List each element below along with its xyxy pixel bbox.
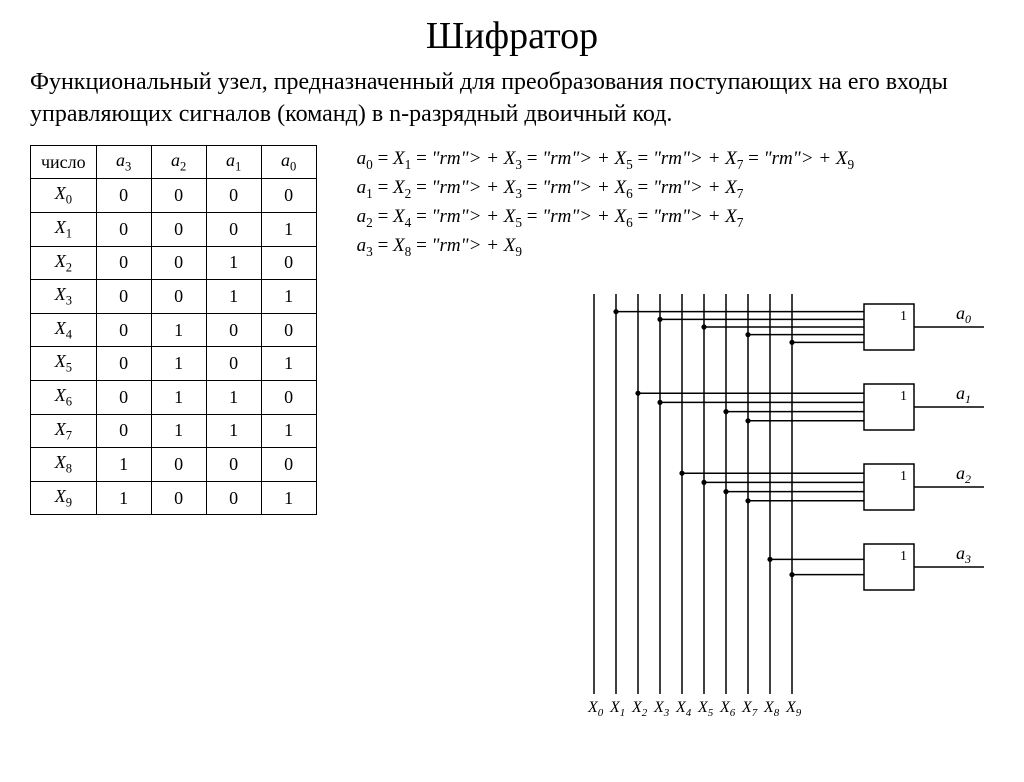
table-cell: 0 [96,347,151,381]
table-cell: 0 [151,481,206,515]
table-row: X60110 [31,380,317,414]
svg-text:a1: a1 [956,383,971,406]
equations-block: a0 = X1 = "rm"> + X3 = "rm"> + X5 = "rm"… [357,145,854,261]
table-cell: 0 [206,212,261,246]
table-row: X50101 [31,347,317,381]
equation: a0 = X1 = "rm"> + X3 = "rm"> + X5 = "rm"… [357,145,854,174]
table-cell: 1 [261,212,316,246]
table-cell: 0 [96,380,151,414]
table-cell: 0 [151,246,206,280]
table-cell: 1 [151,380,206,414]
table-cell: 1 [96,481,151,515]
table-cell: 0 [151,212,206,246]
table-cell: 0 [151,280,206,314]
svg-text:1: 1 [900,469,907,484]
table-cell: 1 [261,280,316,314]
table-cell: 0 [261,448,316,482]
table-cell: 0 [206,347,261,381]
table-header-col: a0 [261,145,316,179]
table-cell: 1 [261,347,316,381]
row-label: X2 [31,246,97,280]
row-label: X0 [31,179,97,213]
row-label: X8 [31,448,97,482]
table-cell: 0 [261,179,316,213]
svg-text:X2: X2 [631,699,648,719]
svg-text:a2: a2 [956,463,971,486]
table-cell: 0 [96,414,151,448]
table-cell: 0 [261,380,316,414]
svg-text:X5: X5 [697,699,714,719]
row-label: X1 [31,212,97,246]
svg-text:X4: X4 [675,699,692,719]
table-cell: 0 [96,212,151,246]
table-cell: 1 [206,280,261,314]
table-cell: 1 [151,313,206,347]
svg-text:X8: X8 [763,699,780,719]
svg-text:1: 1 [900,309,907,324]
table-cell: 1 [206,246,261,280]
row-label: X9 [31,481,97,515]
table-cell: 1 [151,347,206,381]
svg-text:X7: X7 [741,699,758,719]
equation: a1 = X2 = "rm"> + X3 = "rm"> + X6 = "rm"… [357,174,854,203]
table-cell: 1 [151,414,206,448]
row-label: X4 [31,313,97,347]
circuit-diagram: X0X1 X2X3X4X5X6X7X8X9 1 a0 1 a1 1 a2 1 a3 [574,274,1004,739]
table-cell: 0 [96,280,151,314]
row-label: X7 [31,414,97,448]
row-label: X5 [31,347,97,381]
row-label: X6 [31,380,97,414]
table-cell: 0 [96,179,151,213]
table-cell: 0 [261,246,316,280]
svg-text:X6: X6 [719,699,736,719]
table-cell: 0 [151,179,206,213]
table-row: X10001 [31,212,317,246]
table-cell: 1 [261,481,316,515]
table-cell: 0 [206,448,261,482]
equation: a2 = X4 = "rm"> + X5 = "rm"> + X6 = "rm"… [357,203,854,232]
table-cell: 0 [96,246,151,280]
table-row: X70111 [31,414,317,448]
table-header-col: a3 [96,145,151,179]
table-row: X81000 [31,448,317,482]
truth-table: числоa3a2a1a0 X00000X10001X20010X30011X4… [30,145,317,516]
table-row: X91001 [31,481,317,515]
equation: a3 = X8 = "rm"> + X9 [357,232,854,261]
svg-text:1: 1 [900,549,907,564]
svg-text:X9: X9 [785,699,802,719]
description-text: Функциональный узел, предназначенный для… [30,66,994,131]
svg-text:1: 1 [900,389,907,404]
table-cell: 1 [261,414,316,448]
table-cell: 0 [151,448,206,482]
table-row: X20010 [31,246,317,280]
table-cell: 0 [206,179,261,213]
table-cell: 0 [206,313,261,347]
svg-text:a0: a0 [956,303,971,326]
svg-text:X1: X1 [609,699,625,719]
table-row: X30011 [31,280,317,314]
table-header-col: a1 [206,145,261,179]
page-title: Шифратор [0,14,1024,58]
table-header-col: a2 [151,145,206,179]
table-cell: 0 [96,313,151,347]
table-header-label: число [31,145,97,179]
table-cell: 0 [206,481,261,515]
table-cell: 1 [96,448,151,482]
svg-text:a3: a3 [956,543,971,566]
svg-text:X0: X0 [587,699,604,719]
table-cell: 0 [261,313,316,347]
table-row: X40100 [31,313,317,347]
table-cell: 1 [206,380,261,414]
table-cell: 1 [206,414,261,448]
svg-text:X3: X3 [653,699,670,719]
table-row: X00000 [31,179,317,213]
row-label: X3 [31,280,97,314]
